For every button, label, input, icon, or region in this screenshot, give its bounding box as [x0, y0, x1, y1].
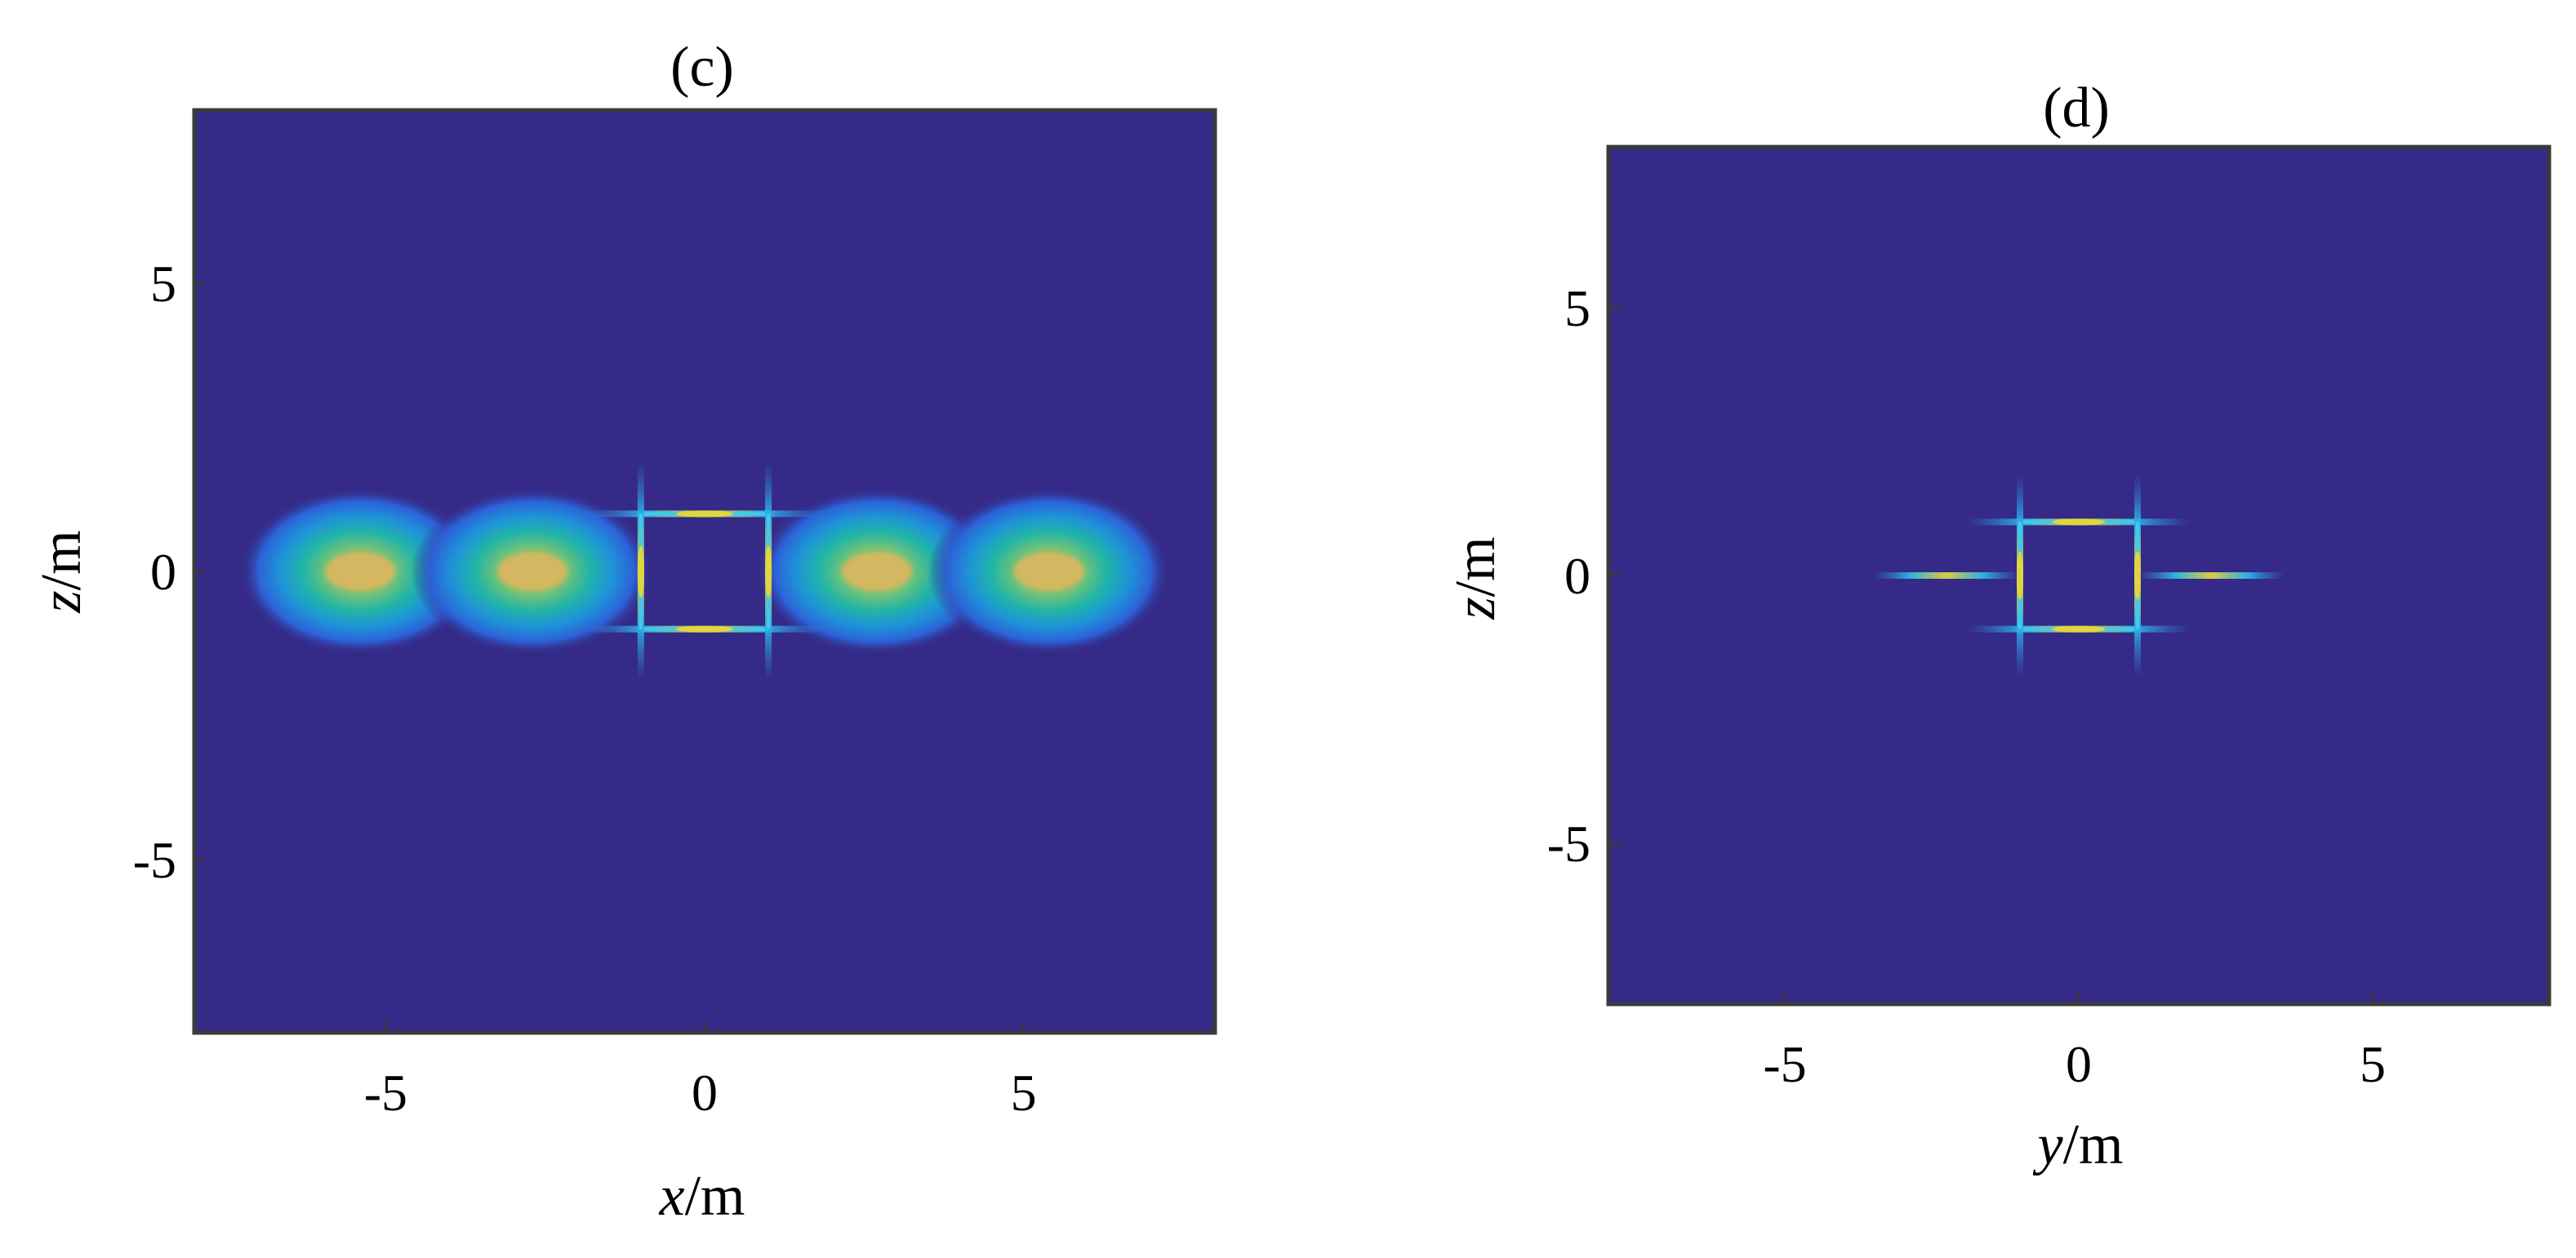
panel-d-y-tick-label: 5	[1564, 279, 1591, 337]
panel-d-edge-hotspot	[2052, 625, 2106, 633]
panel-c-edge-hotspot	[675, 510, 734, 518]
panel-c-edge-hotspot	[637, 545, 644, 598]
panel-d-side-streak	[1873, 572, 2020, 579]
panel-c-y-axis-label: z/m	[30, 530, 93, 613]
panel-c-x-tick-label: 0	[692, 1064, 718, 1122]
panel-c-edge-hotspot	[675, 625, 734, 633]
panel-d-x-axis-label: y/m	[2033, 1114, 2124, 1176]
panel-c-x-axis: -5 0 5	[364, 1021, 1037, 1122]
panel-d-x-tick-label: -5	[1763, 1035, 1806, 1093]
panel-c-edge-hotspot	[765, 545, 772, 598]
panel-c-y-axis: 5 0 -5	[133, 255, 206, 889]
panel-d-edge-hotspot	[2052, 518, 2106, 526]
panel-d-x-tick-label: 0	[2066, 1035, 2092, 1093]
panel-d-y-tick-label: 0	[1564, 547, 1591, 605]
panel-d-field-features	[1873, 473, 2285, 678]
panel-c-plot-area	[192, 108, 1217, 1035]
panel-c-intensity-peak	[1013, 552, 1084, 591]
panel-d-y-axis-label: z/m	[1444, 536, 1507, 620]
panel-c-x-tick-label: 5	[1011, 1064, 1037, 1122]
panel-c-field-features	[238, 461, 1171, 682]
panel-d-side-streak	[2138, 572, 2285, 579]
panel-d-x-tick-label: 5	[2360, 1035, 2386, 1093]
panel-c-x-tick-label: -5	[364, 1064, 407, 1122]
panel-c: (c) -5 0 5 5 0 -5 x/m z/m	[30, 36, 1217, 1228]
panel-d-background	[1608, 147, 2549, 1004]
panel-c-title: (c)	[670, 36, 734, 99]
panel-c-intensity-peak	[497, 552, 568, 591]
panel-c-y-tick-label: 5	[150, 255, 176, 313]
panel-d-y-tick-label: -5	[1547, 815, 1591, 873]
panel-d-plot-area	[1606, 144, 2552, 1007]
panel-d-x-axis: -5 0 5	[1763, 993, 2386, 1093]
panel-d: (d) -5 0 5 5 0 -5 y/m z/m	[1444, 77, 2552, 1176]
panel-c-y-tick-label: -5	[133, 831, 176, 889]
panel-c-intensity-peak	[841, 552, 912, 591]
panel-c-intensity-peak	[325, 552, 396, 591]
panel-d-y-axis: 5 0 -5	[1547, 279, 1620, 873]
panel-c-y-tick-label: 0	[150, 543, 176, 601]
panel-d-title: (d)	[2043, 77, 2110, 140]
panel-c-x-axis-label: x/m	[659, 1165, 745, 1228]
